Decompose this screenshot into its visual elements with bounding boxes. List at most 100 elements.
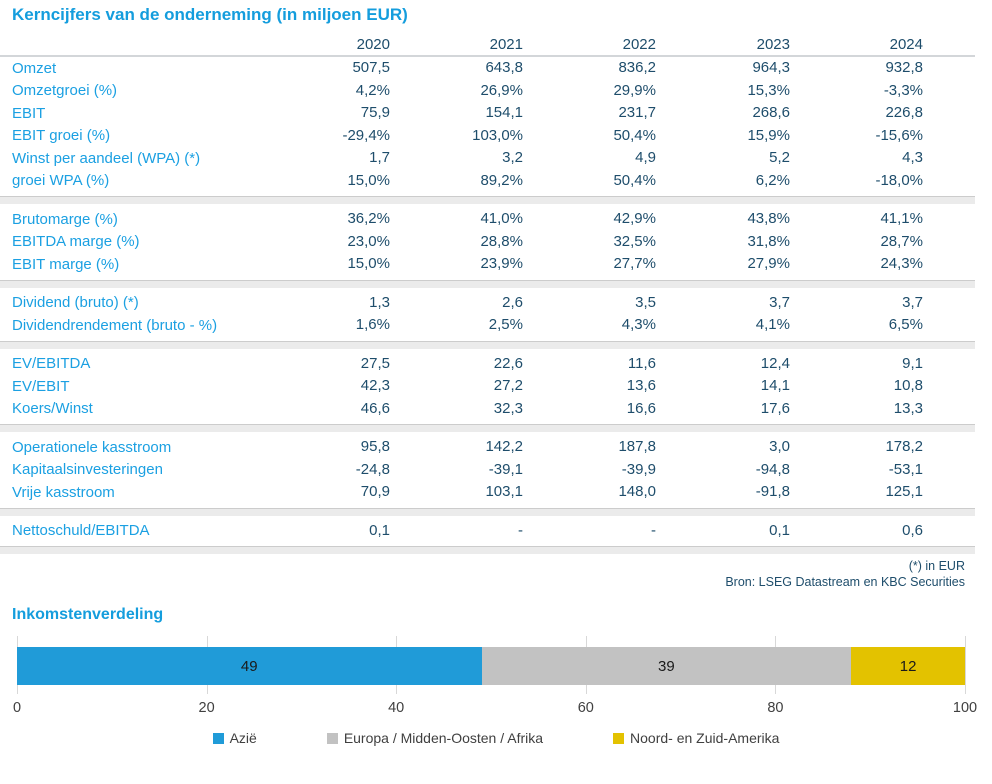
row-value: 13,3: [893, 399, 923, 417]
row-value: 231,7: [618, 104, 656, 121]
chart-x-axis: 0 20 40 60 80 100: [13, 698, 977, 720]
legend-label: Noord- en Zuid-Amerika: [630, 730, 780, 746]
row-label: Vrije kasstroom: [12, 483, 115, 501]
row-value: 4,2%: [355, 81, 390, 99]
row-value: 31,8%: [747, 232, 790, 250]
chart-title: Inkomstenverdeling: [12, 606, 164, 623]
table-row: Dividend (bruto) (*) 1,3 2,6 3,5 3,7 3,7: [0, 292, 975, 315]
section-divider: [0, 279, 975, 288]
row-value: -: [651, 521, 656, 539]
row-value: -53,1: [888, 460, 923, 478]
row-value: 3,7: [902, 293, 923, 311]
row-label: Nettoschuld/EBITDA: [12, 522, 150, 540]
table-row: Brutomarge (%) 36,2% 41,0% 42,9% 43,8% 41,1%: [0, 208, 975, 231]
row-value: 42,3: [360, 377, 390, 394]
bar-segment-value: 12: [899, 657, 917, 675]
row-value: 16,6: [626, 399, 656, 417]
row-value: 932,8: [885, 59, 923, 76]
row-label: EBIT marge (%): [12, 255, 120, 273]
row-value: 27,9%: [747, 255, 790, 272]
section-divider: [0, 546, 975, 554]
row-value: 43,8%: [747, 210, 790, 227]
row-value: -3,3%: [883, 81, 923, 99]
row-value: 10,8: [893, 377, 923, 394]
row-value: 11,6: [627, 354, 656, 372]
row-value: 3,5: [635, 293, 656, 311]
table-section-6: Nettoschuld/EBITDA 0,1 - - 0,1 0,6: [0, 520, 975, 543]
row-value: 32,5%: [613, 232, 656, 250]
key-figures-report: Kerncijfers van de onderneming (in miljo…: [0, 5, 975, 589]
row-label: EBITDA marge (%): [12, 233, 140, 251]
x-tick-label-40: 40: [388, 700, 405, 716]
table-header-row: 2020 2021 2022 2023 2024: [0, 33, 975, 55]
row-value: 1,6%: [355, 316, 390, 333]
x-tick-label-80: 80: [767, 700, 784, 716]
table-row: Kapitaalsinvesteringen -24,8 -39,1 -39,9 -94…: [0, 459, 975, 482]
table-row: Operationele kasstroom 95,8 142,2 187,8 3,0 1…: [0, 436, 975, 459]
year-header-2021: 2021: [489, 35, 523, 53]
table-section-1: Omzet 507,5 643,8 836,2 964,3 932,8 Omzetgroei…: [0, 57, 975, 192]
row-value: -: [518, 521, 523, 539]
section-divider: [0, 340, 975, 349]
row-value: 70,9: [360, 483, 390, 500]
row-value: 3,0: [769, 438, 790, 455]
header-divider: [0, 55, 975, 57]
legend-swatch: [326, 732, 338, 744]
row-value: 1,3: [369, 293, 390, 311]
row-value: 27,5: [360, 354, 390, 372]
row-value: 154,1: [485, 104, 523, 121]
row-value: 148,0: [618, 483, 656, 500]
row-value: -15,6%: [875, 126, 923, 144]
legend-item: Europa / Midden-Oosten / Afrika: [326, 730, 544, 746]
table-row: Koers/Winst 46,6 32,3 16,6 17,6 13,3: [0, 398, 975, 421]
row-value: 4,3: [902, 149, 923, 166]
footnote-eur: (*) in EUR: [908, 559, 965, 573]
row-value: 178,2: [885, 438, 923, 455]
row-value: 50,4%: [613, 126, 656, 144]
table-row: Omzet 507,5 643,8 836,2 964,3 932,8: [0, 57, 975, 80]
row-value: -24,8: [355, 460, 390, 478]
table-body: Omzet 507,5 643,8 836,2 964,3 932,8 Omzetgroei…: [0, 57, 975, 554]
section-divider: [0, 424, 975, 432]
row-value: 125,1: [885, 483, 923, 500]
row-value: 836,2: [618, 59, 656, 76]
row-value: 36,2%: [347, 210, 390, 227]
row-value: 142,2: [485, 438, 523, 455]
row-value: 4,9: [635, 149, 656, 166]
row-value: 964,3: [752, 59, 790, 76]
row-value: 4,3%: [621, 316, 656, 333]
row-label: Koers/Winst: [12, 400, 93, 418]
legend-swatch: [613, 732, 625, 744]
table-section-5: Operationele kasstroom 95,8 142,2 187,8 3,0 1…: [0, 436, 975, 504]
legend-label: Europa / Midden-Oosten / Afrika: [343, 730, 544, 746]
row-label: Winst per aandeel (WPA) (*): [12, 149, 201, 167]
row-value: -39,9: [621, 460, 656, 478]
row-value: 15,9%: [747, 126, 790, 144]
table-row: EV/EBIT 42,3 27,2 13,6 14,1 10,8: [0, 375, 975, 398]
table-row: Omzetgroei (%) 4,2% 26,9% 29,9% 15,3% -3,3%: [0, 80, 975, 103]
row-value: 15,3%: [747, 81, 790, 99]
row-value: 89,2%: [480, 171, 523, 189]
row-value: 6,5%: [888, 316, 923, 333]
row-label: EBIT: [12, 104, 46, 122]
row-value: 32,3: [493, 399, 523, 417]
table-row: EBITDA marge (%) 23,0% 28,8% 32,5% 31,8% 28,7…: [0, 231, 975, 254]
row-value: 268,6: [752, 104, 790, 121]
row-value: 4,1%: [755, 316, 790, 333]
row-value: 0,1: [369, 521, 390, 539]
row-value: 5,2: [769, 149, 790, 166]
table-title: Kerncijfers van de onderneming (in miljo…: [12, 5, 408, 24]
row-value: -18,0%: [875, 171, 923, 189]
row-value: 103,1: [485, 483, 523, 500]
row-value: 2,5%: [488, 316, 523, 333]
table-row: EBIT 75,9 154,1 231,7 268,6 226,8: [0, 102, 975, 125]
row-value: 95,8: [360, 438, 390, 455]
row-label: EBIT groei (%): [12, 127, 111, 145]
year-header-2023: 2023: [756, 35, 790, 53]
row-value: 13,6: [626, 377, 656, 394]
table-row: Nettoschuld/EBITDA 0,1 - - 0,1 0,6: [0, 520, 975, 543]
table-row: Winst per aandeel (WPA) (*) 1,7 3,2 4,9 5,2 4…: [0, 147, 975, 170]
row-label: groei WPA (%): [12, 172, 110, 190]
row-value: 50,4%: [613, 171, 656, 189]
row-value: 24,3%: [880, 255, 923, 272]
